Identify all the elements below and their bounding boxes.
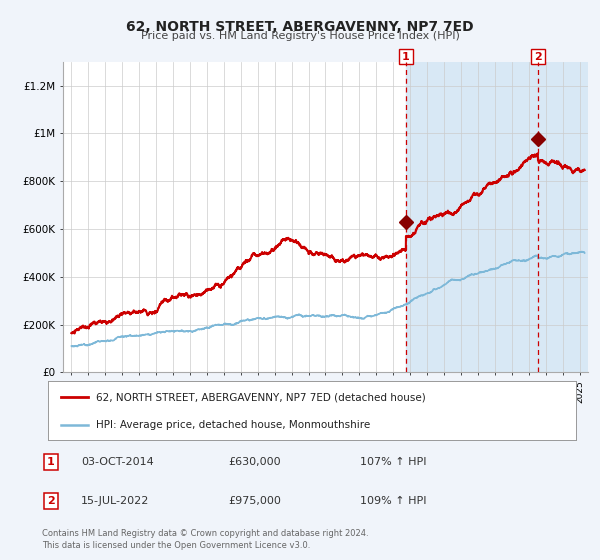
Text: 62, NORTH STREET, ABERGAVENNY, NP7 7ED: 62, NORTH STREET, ABERGAVENNY, NP7 7ED [126, 20, 474, 34]
Text: 1: 1 [47, 457, 55, 467]
Text: 1: 1 [402, 52, 410, 62]
Text: 107% ↑ HPI: 107% ↑ HPI [360, 457, 427, 467]
Text: 62, NORTH STREET, ABERGAVENNY, NP7 7ED (detached house): 62, NORTH STREET, ABERGAVENNY, NP7 7ED (… [95, 392, 425, 402]
Text: 109% ↑ HPI: 109% ↑ HPI [360, 496, 427, 506]
Text: £630,000: £630,000 [228, 457, 281, 467]
Text: HPI: Average price, detached house, Monmouthshire: HPI: Average price, detached house, Monm… [95, 420, 370, 430]
Text: 2: 2 [534, 52, 542, 62]
Text: Contains HM Land Registry data © Crown copyright and database right 2024.
This d: Contains HM Land Registry data © Crown c… [42, 529, 368, 550]
Text: 03-OCT-2014: 03-OCT-2014 [81, 457, 154, 467]
Bar [406, 62, 588, 372]
Text: Price paid vs. HM Land Registry's House Price Index (HPI): Price paid vs. HM Land Registry's House … [140, 31, 460, 41]
Text: 15-JUL-2022: 15-JUL-2022 [81, 496, 149, 506]
Text: 2: 2 [47, 496, 55, 506]
Text: £975,000: £975,000 [228, 496, 281, 506]
